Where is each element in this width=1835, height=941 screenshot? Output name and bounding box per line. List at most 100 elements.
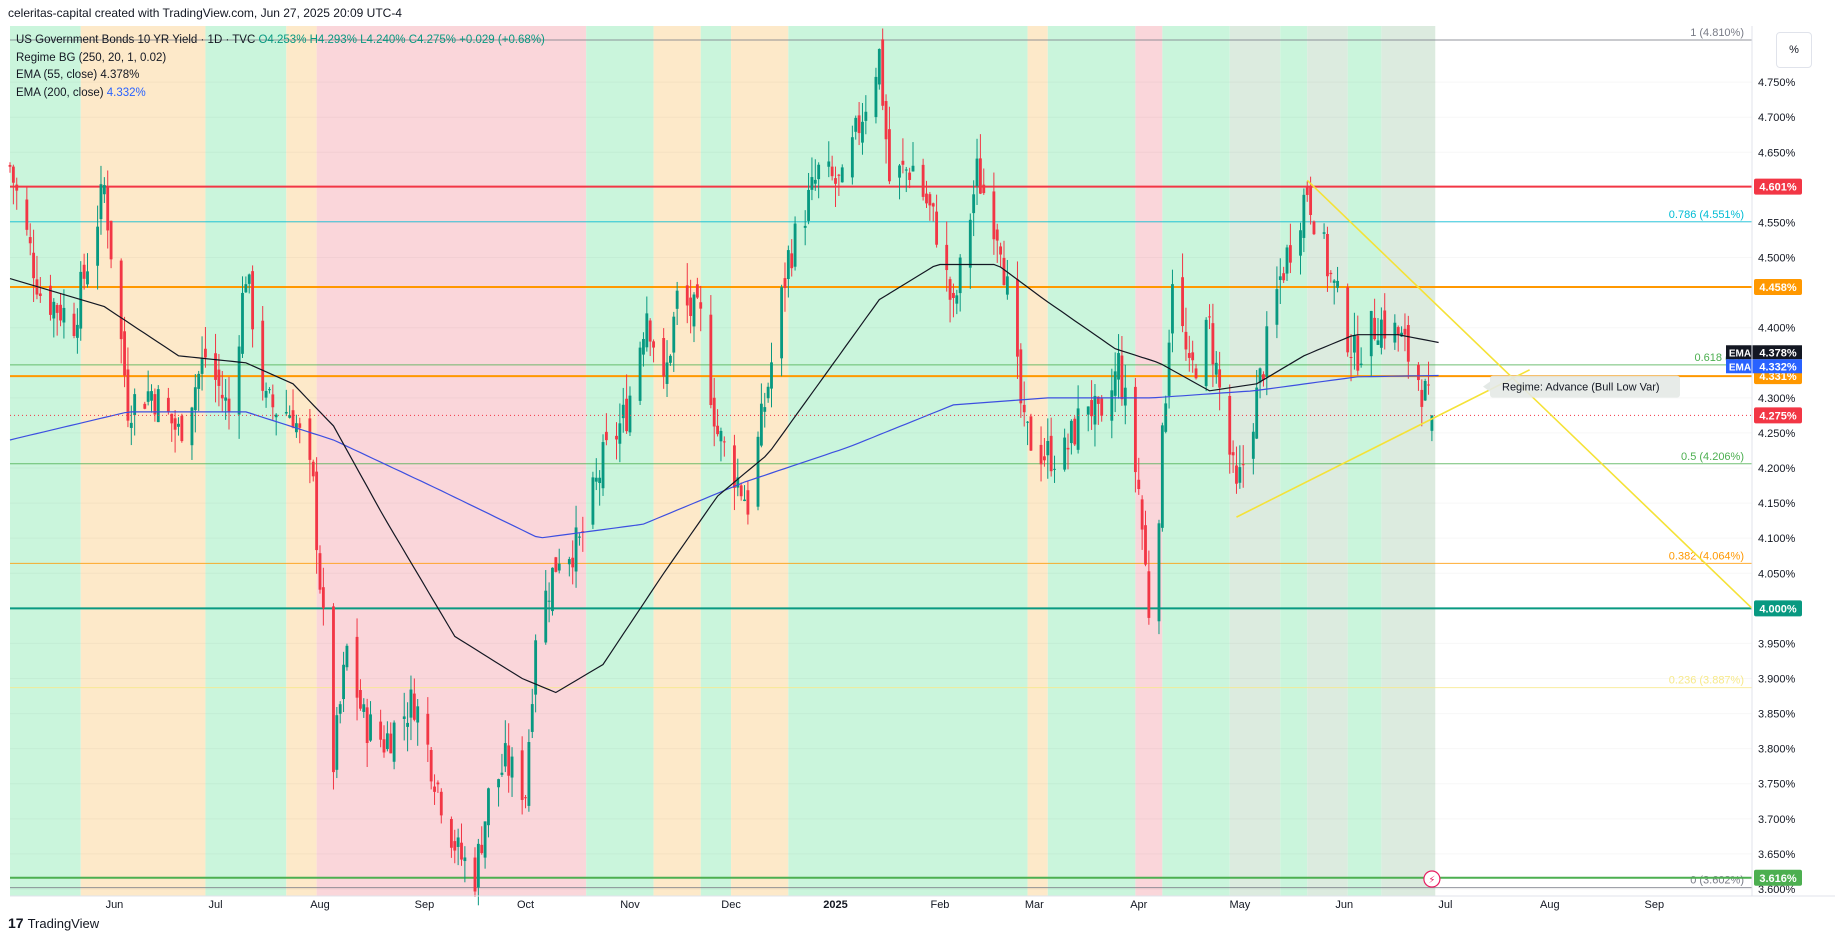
- candle: [935, 194, 939, 248]
- candle-body: [96, 226, 100, 266]
- price-line-label-bg: [1754, 178, 1802, 195]
- candle-body: [763, 407, 767, 412]
- candle: [244, 276, 248, 293]
- candle: [365, 698, 369, 768]
- ema-tag: EMA: [1729, 362, 1751, 373]
- candle-body: [1208, 316, 1211, 318]
- candle-body: [901, 160, 905, 165]
- candle: [193, 373, 197, 433]
- candle: [594, 458, 598, 491]
- candle: [604, 413, 608, 446]
- candle-body: [534, 640, 538, 695]
- candle: [1214, 351, 1218, 384]
- candle-body: [1133, 386, 1137, 473]
- candle: [439, 788, 443, 824]
- candle-body: [480, 844, 484, 854]
- candle: [72, 302, 76, 339]
- candle: [268, 387, 271, 394]
- candle-body: [55, 305, 59, 313]
- x-tick-label: Sep: [415, 899, 435, 911]
- candle: [25, 187, 29, 236]
- candle: [1336, 266, 1339, 293]
- candle-body: [662, 338, 666, 377]
- legend-regime-row[interactable]: Regime BG (250, 20, 1, 0.02): [16, 50, 545, 68]
- regime-band: [1280, 26, 1308, 896]
- candle: [1164, 395, 1168, 434]
- candle-body: [874, 76, 878, 118]
- candle-body: [652, 341, 655, 348]
- candle-body: [1053, 468, 1056, 470]
- candle-body: [837, 174, 841, 176]
- candle: [952, 283, 955, 318]
- candle-body: [1359, 363, 1363, 366]
- candle: [975, 138, 979, 205]
- ema-value-bg: [1754, 359, 1802, 374]
- candle: [1275, 266, 1279, 339]
- candle: [1016, 261, 1019, 379]
- candle: [119, 258, 123, 364]
- candle: [96, 205, 100, 290]
- candle-body: [968, 219, 972, 268]
- candle: [840, 164, 844, 183]
- last-price-label: 4.275%: [1759, 410, 1797, 422]
- x-tick-label: Oct: [517, 899, 534, 911]
- candle-body: [840, 167, 844, 183]
- candle: [759, 383, 763, 448]
- candle-body: [190, 407, 194, 446]
- candle-body: [503, 743, 507, 767]
- legend-ema200-row[interactable]: EMA (200, close) 4.332%: [16, 85, 545, 103]
- legend-ema55-row[interactable]: EMA (55, close) 4.378%: [16, 67, 545, 85]
- candle: [8, 162, 12, 173]
- candle: [861, 102, 864, 155]
- price-line-label: 4.458%: [1759, 282, 1797, 294]
- candle-body: [1069, 420, 1073, 444]
- candle: [1090, 380, 1094, 430]
- candle: [695, 277, 699, 300]
- candle: [837, 173, 841, 196]
- candle: [1147, 550, 1151, 625]
- candle: [1299, 222, 1302, 275]
- candle-body: [180, 415, 184, 442]
- candle-body: [15, 184, 19, 191]
- candle-body: [557, 563, 561, 571]
- price-line-label-bg: [1754, 600, 1802, 617]
- candle-body: [1373, 317, 1377, 340]
- bolt-icon: ⚡: [1423, 870, 1441, 888]
- candle: [190, 406, 194, 460]
- candle: [955, 289, 959, 315]
- candle: [476, 838, 480, 906]
- percent-scale-button[interactable]: %: [1776, 32, 1812, 68]
- ema-tag-bg: [1726, 359, 1754, 374]
- candle-body: [1218, 369, 1222, 388]
- candle-body: [793, 223, 797, 267]
- candle-body: [931, 203, 935, 207]
- candle: [1288, 223, 1292, 274]
- candle-body: [1049, 435, 1053, 472]
- candle-body: [332, 606, 335, 773]
- candle-body: [119, 260, 123, 340]
- yield-chart[interactable]: 4.750% 4.700% 4.650% 4.550% 4.500% 4.400% 4.30…: [0, 26, 1835, 914]
- candle: [834, 166, 837, 207]
- candle: [1046, 418, 1050, 479]
- candle-body: [628, 395, 632, 433]
- candle-body: [49, 285, 52, 315]
- candle: [642, 332, 645, 367]
- candle-body: [945, 244, 949, 271]
- candle: [38, 276, 42, 303]
- candle-body: [177, 423, 180, 427]
- candle: [888, 106, 891, 185]
- candle: [288, 405, 292, 419]
- candle: [982, 168, 986, 195]
- candle-body: [908, 172, 912, 180]
- candle-body: [756, 436, 760, 507]
- candle: [1029, 413, 1033, 451]
- candle-body: [1184, 331, 1188, 350]
- candle: [123, 316, 126, 388]
- candle-body: [32, 252, 36, 279]
- candle: [1369, 310, 1373, 377]
- candle-body: [1137, 479, 1141, 490]
- candle-body: [156, 389, 160, 423]
- candle-body: [780, 287, 784, 359]
- legend-symbol-row[interactable]: US Government Bonds 10 YR Yield · 1D · T…: [16, 32, 545, 50]
- candle: [766, 382, 770, 403]
